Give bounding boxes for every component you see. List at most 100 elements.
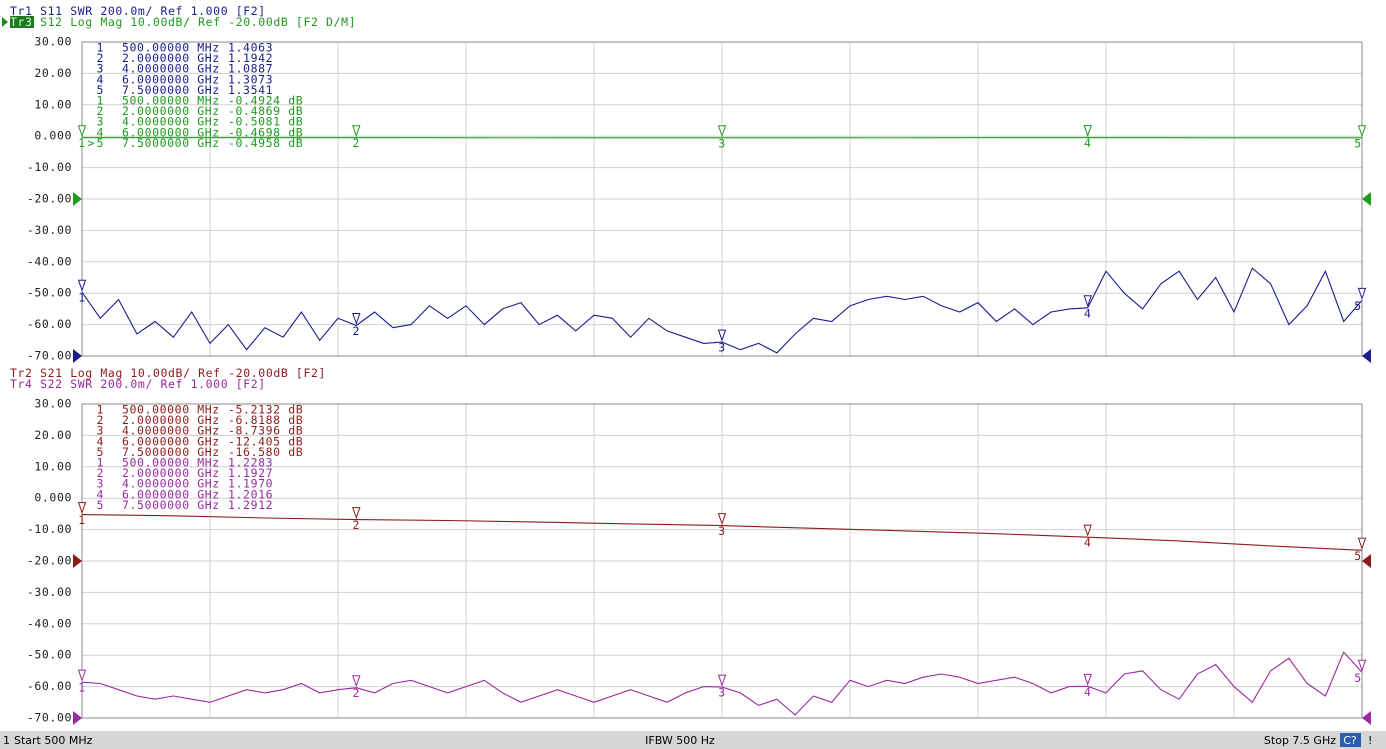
- marker-value: -8.7396 dB: [228, 424, 303, 438]
- calibration-badge[interactable]: C?: [1343, 734, 1357, 747]
- marker-triangle: [352, 313, 361, 326]
- marker-value: 1.1942: [228, 51, 273, 65]
- trace-line: [81, 267, 1363, 354]
- y-tick-label: -20.00: [27, 192, 72, 206]
- marker-triangle: [1083, 295, 1092, 308]
- marker-value: 1.1970: [228, 477, 273, 491]
- y-tick-label: 0.000: [34, 129, 72, 143]
- y-tick-label: -70.00: [27, 349, 72, 363]
- y-tick-label: 30.00: [34, 35, 72, 49]
- marker-value: 1.2912: [228, 498, 273, 512]
- marker-label: 4: [1084, 136, 1092, 150]
- trace-id: Tr3: [10, 15, 33, 29]
- stop-frequency[interactable]: Stop 7.5 GHz: [1264, 734, 1336, 747]
- trace-format: Log Mag 10.00dB/ Ref -20.00dB [F2]: [70, 366, 326, 380]
- marker-triangle: [1357, 659, 1367, 672]
- trace-parameter: S22: [40, 377, 63, 391]
- y-tick-label: 20.00: [34, 428, 72, 442]
- marker-frequency: 7.5000000 GHz: [122, 445, 220, 459]
- marker-id: 1: [96, 41, 104, 55]
- marker-id: 3: [96, 115, 104, 129]
- y-tick-label: -30.00: [27, 223, 72, 237]
- marker-triangle: [352, 507, 361, 520]
- marker-value: -0.5081 dB: [228, 115, 303, 129]
- y-tick-label: -50.00: [27, 286, 72, 300]
- trace-format: Log Mag 10.00dB/ Ref -20.00dB [F2 D/M]: [70, 15, 356, 29]
- y-tick-label: 10.00: [34, 459, 72, 473]
- ifbw[interactable]: IFBW 500 Hz: [645, 734, 715, 747]
- reference-arrow: [73, 349, 82, 363]
- trace-header: Tr1 S11 SWR 200.0m/ Ref 1.000 [F2]: [10, 4, 266, 18]
- marker-triangle: [717, 329, 727, 342]
- marker-triangle: [1357, 537, 1367, 550]
- marker-label: 4: [1084, 536, 1092, 550]
- marker-frequency: 2.0000000 GHz: [122, 413, 220, 427]
- marker-id: 4: [96, 125, 104, 139]
- marker-id: 4: [96, 72, 104, 86]
- marker-id: 5: [96, 445, 104, 459]
- marker-triangle: [1083, 524, 1092, 537]
- y-tick-label: -20.00: [27, 554, 72, 568]
- marker-frequency: 7.5000000 GHz: [122, 498, 220, 512]
- marker-id: 2: [96, 51, 104, 65]
- y-tick-label: -70.00: [27, 711, 72, 725]
- marker-label: 2: [353, 324, 361, 338]
- marker-value: 1.4063: [228, 41, 273, 55]
- marker-frequency: 2.0000000 GHz: [122, 51, 220, 65]
- trace-line: [81, 651, 1363, 716]
- marker-triangle: [1357, 125, 1367, 138]
- marker-label: 4: [1084, 685, 1092, 699]
- y-tick-label: 20.00: [34, 66, 72, 80]
- marker-label: 5: [1354, 549, 1362, 563]
- trace-header: Tr3 S12 Log Mag 10.00dB/ Ref -20.00dB [F…: [10, 15, 356, 29]
- marker-value: -12.405 dB: [228, 434, 303, 448]
- marker-label: 5: [1354, 671, 1362, 685]
- y-tick-label: 30.00: [34, 397, 72, 411]
- trace-id: Tr2: [10, 366, 33, 380]
- start-frequency[interactable]: Start 500 MHz: [14, 734, 93, 747]
- alert-indicator[interactable]: !: [1368, 734, 1372, 747]
- reference-arrow: [73, 192, 82, 206]
- marker-frequency: 7.5000000 GHz: [122, 83, 220, 97]
- marker-label: 5: [1354, 136, 1362, 150]
- marker-label: 3: [718, 524, 726, 538]
- reference-arrow: [73, 554, 82, 568]
- reference-arrow: [1362, 711, 1371, 725]
- y-tick-label: -40.00: [27, 616, 72, 630]
- active-trace-indicator: [2, 17, 8, 27]
- marker-id: 1: [96, 94, 104, 108]
- marker-id: 5: [96, 83, 104, 97]
- trace-id: Tr1: [10, 4, 33, 18]
- marker-label: 4: [1084, 306, 1092, 320]
- reference-arrow: [1362, 554, 1371, 568]
- marker-id: 3: [96, 62, 104, 76]
- marker-label: 1: [78, 136, 86, 150]
- active-trace-tag: [10, 16, 34, 28]
- marker-value: 1.2283: [228, 456, 273, 470]
- reference-arrow: [73, 711, 82, 725]
- marker-triangle: [1083, 673, 1092, 686]
- marker-value: 1.3073: [228, 72, 273, 86]
- marker-id: 2: [96, 413, 104, 427]
- trace-parameter: S11: [40, 4, 63, 18]
- marker-triangle: [77, 125, 87, 138]
- trace-parameter: S21: [40, 366, 63, 380]
- marker-value: 1.2016: [228, 487, 273, 501]
- marker-frequency: 7.5000000 GHz: [122, 136, 220, 150]
- trace-parameter: S12: [40, 15, 63, 29]
- marker-triangle: [1083, 125, 1092, 138]
- marker-frequency: 2.0000000 GHz: [122, 466, 220, 480]
- plot-panel: 30.00 20.00 10.00 0.000 -10.00 -20.00 -30.00 -4…: [2, 4, 1371, 363]
- marker-triangle: [77, 279, 87, 292]
- marker-id: 2: [96, 466, 104, 480]
- marker-label: 3: [718, 341, 726, 355]
- marker-frequency: 4.0000000 GHz: [122, 62, 220, 76]
- marker-value: -0.4698 dB: [228, 125, 303, 139]
- marker-value: -0.4958 dB: [228, 136, 303, 150]
- marker-frequency: 2.0000000 GHz: [122, 104, 220, 118]
- y-tick-label: -10.00: [27, 160, 72, 174]
- channel-number[interactable]: 1: [3, 734, 10, 747]
- marker-value: -0.4924 dB: [228, 94, 303, 108]
- y-tick-label: -50.00: [27, 648, 72, 662]
- marker-frequency: 500.00000 MHz: [122, 94, 220, 108]
